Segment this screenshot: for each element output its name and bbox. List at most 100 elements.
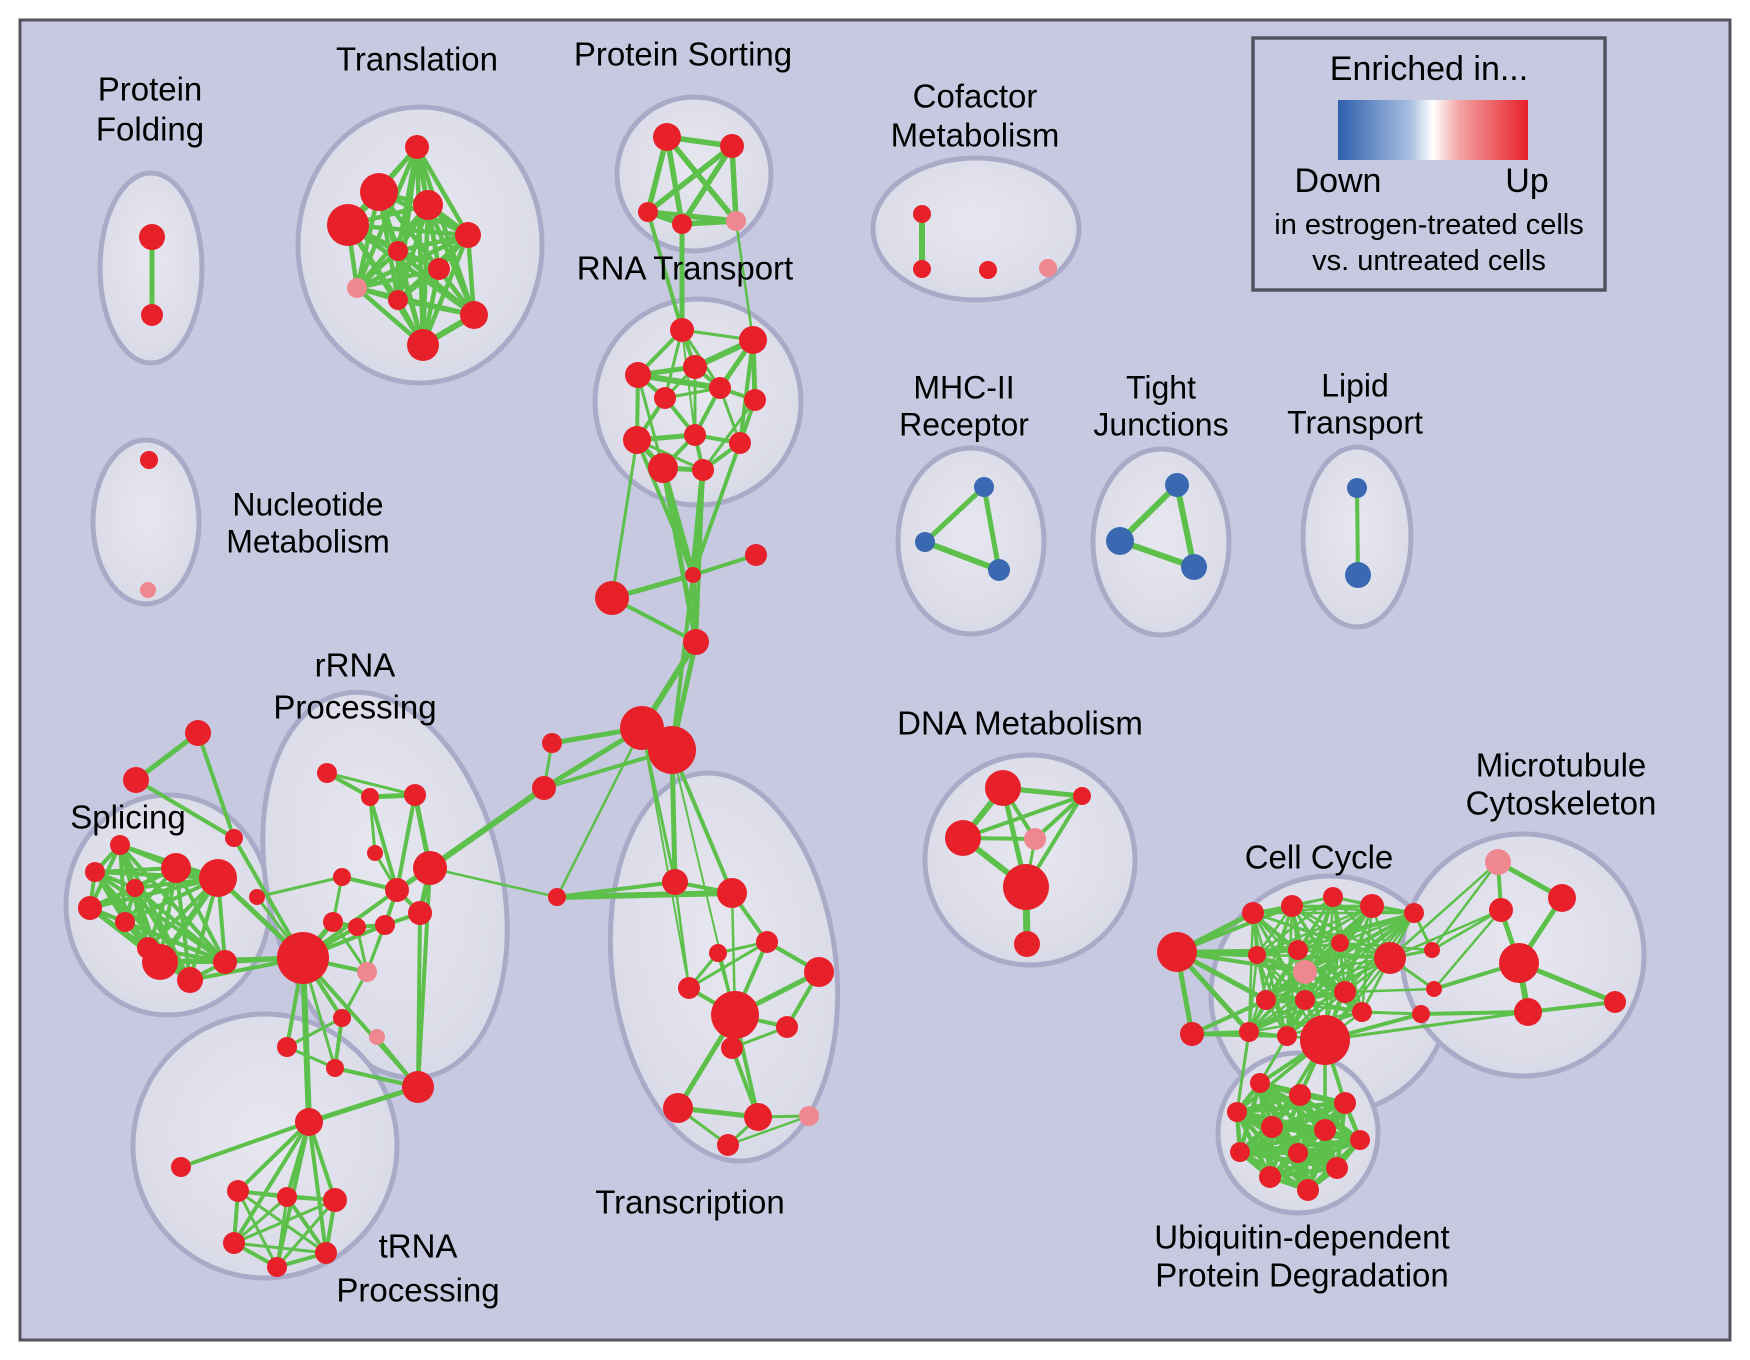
cluster-trna-label: tRNA [379, 1228, 458, 1265]
edge-cell_cycle [1247, 912, 1255, 1033]
edge-tight_junctions [1174, 484, 1197, 568]
edge-mhc2 [981, 486, 1002, 571]
cluster-microtubule-label: Microtubule [1476, 747, 1647, 784]
edge-link [670, 749, 734, 894]
cluster-protein_folding-label: Protein [98, 71, 203, 108]
edge-rrna [368, 796, 399, 891]
node-ubiquitin-6 [1350, 1130, 1370, 1150]
node-lipid_transport-0 [1347, 478, 1367, 498]
node-transcription-10 [744, 1103, 772, 1131]
node-transcription-1 [717, 878, 747, 908]
edge-link [556, 890, 733, 900]
node-cell_cycle-8 [1288, 940, 1308, 960]
node-rrna-15 [402, 1071, 434, 1103]
edge-ubiquitin [1236, 1100, 1346, 1115]
node-cell_cycle-9 [1331, 934, 1349, 952]
node-cell_cycle-0 [1157, 932, 1197, 972]
node-cell_cycle-2 [1242, 902, 1264, 924]
edge-translation [395, 204, 431, 301]
node-rrna-9 [375, 915, 395, 935]
node-dna_metabolism-1 [1073, 787, 1091, 805]
edge-cell_cycle [1256, 911, 1415, 957]
node-central-3 [225, 829, 243, 847]
edge-cell_cycle [1256, 896, 1334, 956]
node-microtubule-0 [1485, 849, 1511, 875]
edge-link [301, 956, 420, 1089]
edge-lipid_transport [1355, 487, 1360, 576]
edge-link [1324, 1010, 1529, 1042]
edge-trna [233, 1198, 336, 1245]
edge-rrna [286, 1016, 343, 1049]
node-transcription-3 [709, 944, 727, 962]
cluster-trna-label: Processing [336, 1272, 499, 1309]
node-cell_cycle-17 [1300, 1015, 1350, 1065]
node-transcription-2 [756, 931, 778, 953]
nodes-layer [78, 123, 1626, 1277]
cluster-translation-label: Translation [336, 41, 498, 78]
node-nucleotide-1 [140, 582, 156, 598]
node-splicing-6 [115, 912, 135, 932]
node-ubiquitin-11 [1297, 1179, 1319, 1201]
legend-up-label: Up [1505, 162, 1548, 200]
node-cell_cycle-4 [1323, 887, 1343, 907]
node-ubiquitin-1 [1289, 1084, 1311, 1106]
edge-link [660, 467, 699, 643]
edge-cell_cycle [1176, 950, 1306, 974]
edge-link [641, 727, 690, 989]
edge-rrna [368, 796, 377, 854]
node-protein_folding-0 [139, 224, 165, 250]
node-translation-6 [428, 258, 450, 280]
node-rna_transport-6 [744, 389, 766, 411]
edge-cell_cycle [1176, 904, 1293, 954]
node-trna-7 [315, 1242, 337, 1264]
edge-link [1235, 1031, 1251, 1113]
node-mhc2-2 [988, 559, 1010, 581]
node-mhc2-0 [974, 477, 994, 497]
node-cell_cycle-21 [1412, 1005, 1430, 1023]
edge-cell_cycle [1256, 904, 1373, 957]
node-ubiquitin-7 [1230, 1142, 1250, 1162]
node-trna-5 [223, 1232, 245, 1254]
node-central-5 [648, 726, 696, 774]
node-microtubule-2 [1489, 898, 1513, 922]
cluster-nucleotide-label: Metabolism [226, 523, 390, 559]
edge-cell_cycle [1297, 904, 1373, 952]
edge-rna_transport [636, 374, 665, 469]
node-ubiquitin-2 [1334, 1092, 1356, 1114]
legend-title: Enriched in... [1330, 50, 1528, 88]
node-central-1 [185, 720, 211, 746]
node-cell_cycle-6 [1404, 903, 1424, 923]
edge-protein_sorting [679, 144, 735, 226]
node-cofactor-3 [1039, 259, 1057, 277]
node-rrna-1 [361, 788, 379, 806]
node-ubiquitin-10 [1259, 1166, 1281, 1188]
edge-central [196, 732, 236, 839]
edge-splicing [93, 870, 227, 964]
legend-gradient-bar [1338, 100, 1528, 160]
legend-box [1251, 36, 1607, 292]
node-splicing-8 [177, 967, 203, 993]
edge-protein_sorting [646, 143, 734, 215]
edge-trna [232, 1120, 311, 1245]
node-tight_junctions-1 [1106, 527, 1134, 555]
edge-trna [307, 1121, 328, 1254]
cluster-tight_junctions-label: Tight [1126, 369, 1196, 405]
node-translation-3 [413, 190, 443, 220]
node-central-8 [595, 581, 629, 615]
edge-cell_cycle [1248, 990, 1346, 1034]
legend-subtitle-line1: in estrogen-treated cells [1274, 209, 1584, 241]
node-protein_sorting-2 [638, 202, 658, 222]
edge-ubiquitin [1269, 1165, 1338, 1180]
node-cell_cycle-14 [1334, 981, 1356, 1003]
node-cell_cycle-11 [1374, 942, 1406, 974]
edge-cell_cycle [1265, 956, 1391, 1002]
cluster-cofactor-label: Metabolism [891, 117, 1060, 154]
node-central-10 [542, 733, 562, 753]
cluster-rrna-label: rRNA [315, 647, 396, 684]
node-ubiquitin-3 [1227, 1102, 1247, 1122]
edge-link [1431, 908, 1502, 952]
edge-dna_metabolism [962, 794, 1083, 840]
node-rrna-2 [404, 784, 426, 806]
